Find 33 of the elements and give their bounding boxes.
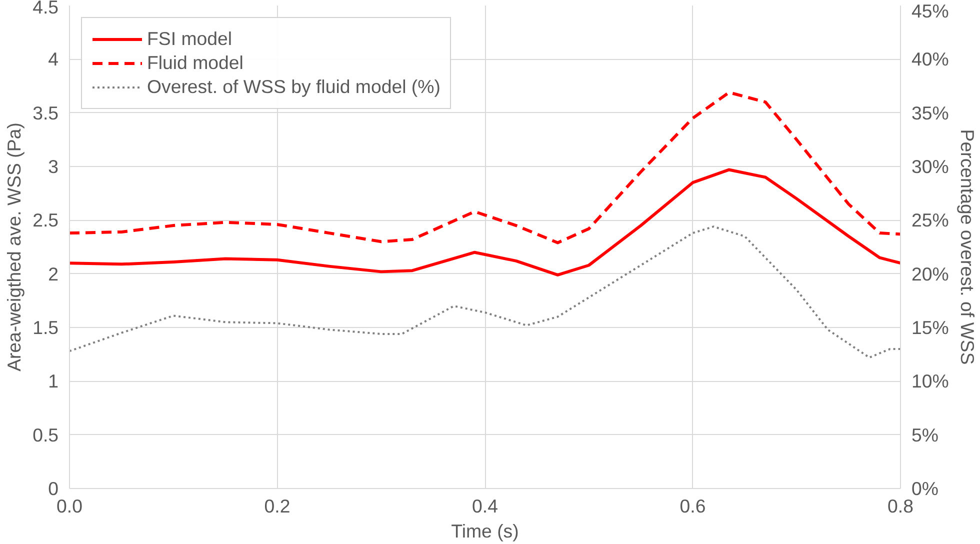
y2-tick-label: 25% <box>912 210 949 231</box>
legend-label: Fluid model <box>147 52 244 74</box>
y2-tick-label: 5% <box>912 424 938 446</box>
y-tick-label: 4 <box>48 48 59 70</box>
y2-tick-label: 15% <box>912 317 949 338</box>
y2-tick-label: 40% <box>912 48 949 70</box>
x-tick-label: 0.4 <box>472 496 498 516</box>
y-tick-label: 3.5 <box>32 102 59 124</box>
y2-tick-label: 30% <box>912 156 949 177</box>
y-tick-label: 4.5 <box>32 0 59 18</box>
y2-tick-label: 20% <box>912 263 949 284</box>
x-tick-label: 0.2 <box>264 496 290 516</box>
line-series <box>70 226 900 359</box>
y-tick-label: 1 <box>48 370 59 392</box>
y2-tick-label: 0% <box>912 478 938 499</box>
y2-tick-label: 10% <box>912 370 949 392</box>
y-tick-label: 0.5 <box>32 424 59 446</box>
y-tick-label: 0 <box>48 478 59 499</box>
y2-tick-label: 35% <box>912 102 949 124</box>
y2-axis-title: Percentage overest. of WSS <box>956 129 978 365</box>
x-axis-title: Time (s) <box>451 520 519 542</box>
legend-label: Overest. of WSS by fluid model (%) <box>147 76 440 98</box>
legend-label: FSI model <box>147 28 232 50</box>
y-tick-label: 1.5 <box>32 317 59 338</box>
y2-tick-label: 45% <box>912 0 949 22</box>
x-tick-label: 0.6 <box>680 496 706 516</box>
y-axis-title: Area-weigthed ave. WSS (Pa) <box>4 122 25 372</box>
y-tick-label: 3 <box>48 156 59 177</box>
x-tick-label: 0.0 <box>56 496 82 516</box>
y-tick-label: 2.5 <box>32 210 59 231</box>
y-tick-label: 2 <box>48 263 59 284</box>
x-tick-label: 0.8 <box>888 496 914 516</box>
line-series <box>70 168 900 276</box>
